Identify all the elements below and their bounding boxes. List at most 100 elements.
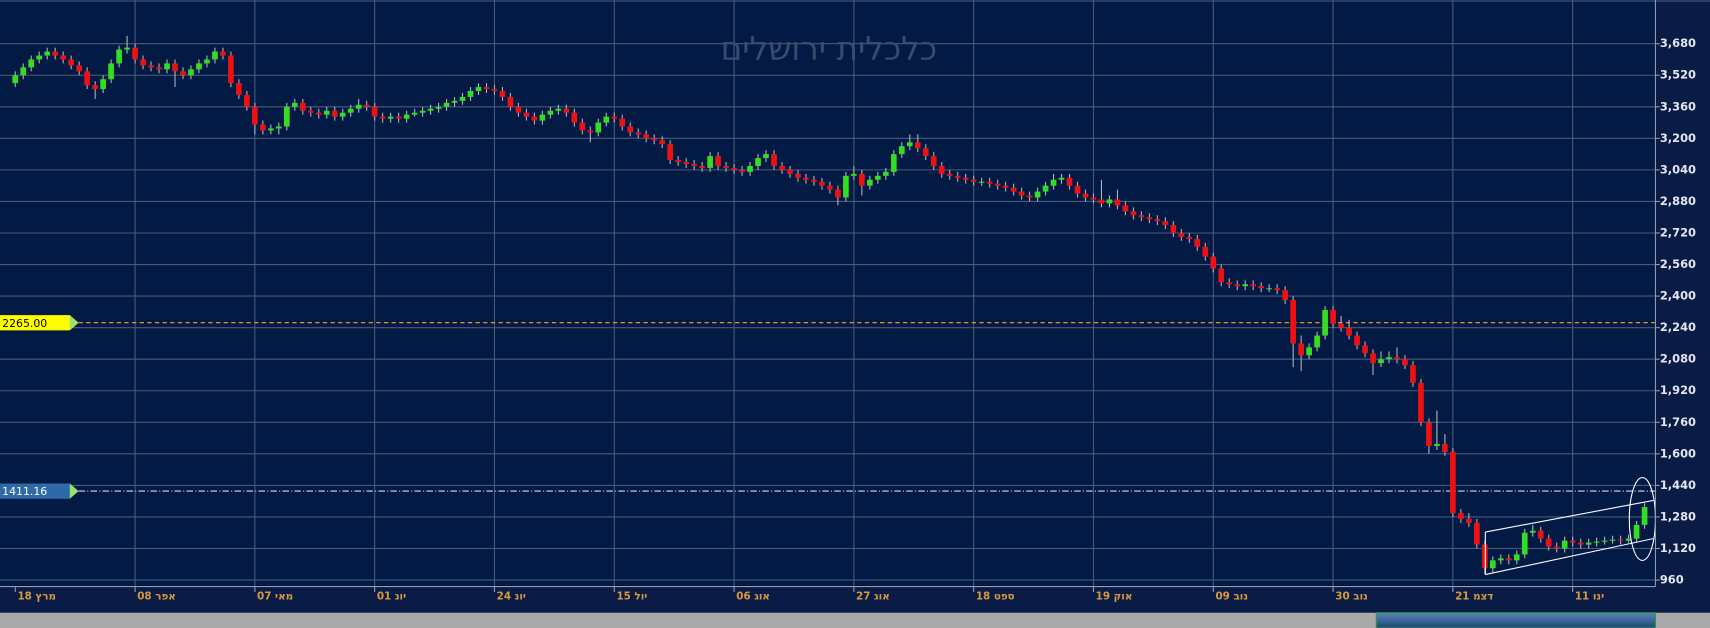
x-tick-label: 01 יונ — [377, 590, 406, 602]
candle-body — [1641, 507, 1648, 525]
candle-body — [244, 94, 250, 107]
candle-body — [1130, 211, 1137, 216]
axes: 960 1,120 1,280 1,440 1,600 1,760 1,920 2,080 2,… — [14, 36, 1696, 602]
candle-body — [867, 179, 873, 186]
candle-body — [339, 112, 346, 117]
candle-body — [1258, 286, 1265, 289]
candle-body — [1505, 558, 1512, 561]
candle-body — [627, 126, 634, 133]
level-tag-arrow — [69, 315, 79, 331]
candle-body — [1234, 284, 1241, 287]
candle-body — [228, 55, 234, 84]
candle-body — [419, 110, 426, 113]
x-tick-label: 18 מרץ — [17, 590, 56, 602]
candle-body — [683, 162, 689, 164]
candle-body — [220, 51, 226, 56]
candle-body — [467, 91, 474, 97]
watermark-title: כלכלית ירושלים — [721, 30, 937, 68]
candle-body — [515, 106, 522, 113]
candle-body — [180, 71, 186, 76]
candle-body — [1082, 193, 1089, 198]
candle-body — [1306, 347, 1312, 356]
candle-body — [1026, 195, 1033, 198]
level-tag — [0, 315, 79, 331]
candle-body — [1402, 359, 1408, 366]
candle-body — [1050, 179, 1057, 186]
candle-body — [132, 47, 138, 60]
candle-body — [659, 140, 666, 145]
x-tick-label: 07 מאי — [257, 590, 293, 602]
y-tick-label: 960 — [1660, 573, 1684, 587]
candle-body — [435, 106, 442, 109]
candle-body — [355, 104, 362, 109]
scrollbar-thumb[interactable] — [1375, 612, 1657, 628]
candle-body — [1394, 357, 1400, 360]
candle-body — [1298, 343, 1304, 356]
candle-body — [970, 179, 977, 182]
candle-body — [148, 65, 154, 68]
y-tick-label: 3,520 — [1660, 68, 1696, 82]
candle-body — [1098, 199, 1105, 204]
plot-area — [0, 0, 1655, 587]
candle-body — [763, 154, 769, 159]
candle-body — [938, 165, 945, 174]
candle-body — [1466, 518, 1472, 523]
candle-body — [1489, 560, 1496, 569]
candle-body — [491, 89, 498, 92]
candle-body — [92, 85, 98, 90]
candle-body — [116, 49, 122, 64]
candle-body — [1122, 205, 1129, 212]
candle-body — [675, 160, 682, 163]
candle-body — [164, 63, 170, 70]
candle-body — [1290, 300, 1296, 344]
candle-body — [307, 110, 314, 113]
candle-body — [962, 177, 969, 180]
candle-body — [204, 59, 210, 64]
x-tick-label: 24 יונ — [497, 590, 526, 602]
candle-body — [1250, 284, 1257, 287]
candle-body — [212, 51, 218, 60]
candle-body — [395, 116, 402, 119]
candle-body — [1346, 327, 1352, 336]
candle-body — [1010, 187, 1017, 192]
candle-body — [1442, 443, 1448, 452]
y-tick-label: 2,720 — [1660, 225, 1696, 239]
candle-body — [483, 87, 490, 90]
candle-body — [371, 106, 378, 117]
candle-body — [978, 181, 985, 183]
candle-body — [252, 106, 258, 125]
candle-body — [731, 167, 737, 170]
candle-body — [1138, 215, 1145, 218]
candle-body — [859, 173, 865, 186]
candle-body — [1609, 539, 1616, 541]
candle-body — [755, 158, 761, 166]
candle-body — [611, 116, 618, 119]
candle-body — [1338, 323, 1344, 328]
candle-body — [1186, 236, 1193, 239]
candle-body — [667, 144, 674, 161]
candle-body — [140, 59, 146, 66]
candle-body — [1513, 554, 1520, 561]
candle-body — [156, 67, 162, 70]
candle-body — [44, 51, 51, 56]
candle-body — [1266, 288, 1273, 290]
candle-body — [507, 96, 514, 107]
candle-body — [1330, 309, 1336, 324]
x-tick-label: 21 דצמ — [1455, 590, 1493, 602]
y-tick-label: 3,360 — [1660, 99, 1696, 113]
candle-body — [1386, 357, 1392, 360]
candle-body — [1154, 219, 1161, 222]
level-label: 1411.16 — [2, 485, 47, 498]
candle-body — [1218, 268, 1225, 283]
candle-body — [954, 175, 961, 178]
candle-body — [1561, 540, 1568, 549]
candle-body — [68, 59, 75, 66]
y-tick-label: 2,080 — [1660, 352, 1696, 366]
candle-body — [835, 189, 841, 198]
candle-body — [411, 112, 418, 115]
candle-body — [795, 173, 801, 178]
y-tick-label: 2,240 — [1660, 320, 1696, 334]
scrollbar[interactable] — [0, 612, 1710, 628]
candle-body — [268, 128, 274, 131]
candle-body — [1090, 197, 1097, 200]
